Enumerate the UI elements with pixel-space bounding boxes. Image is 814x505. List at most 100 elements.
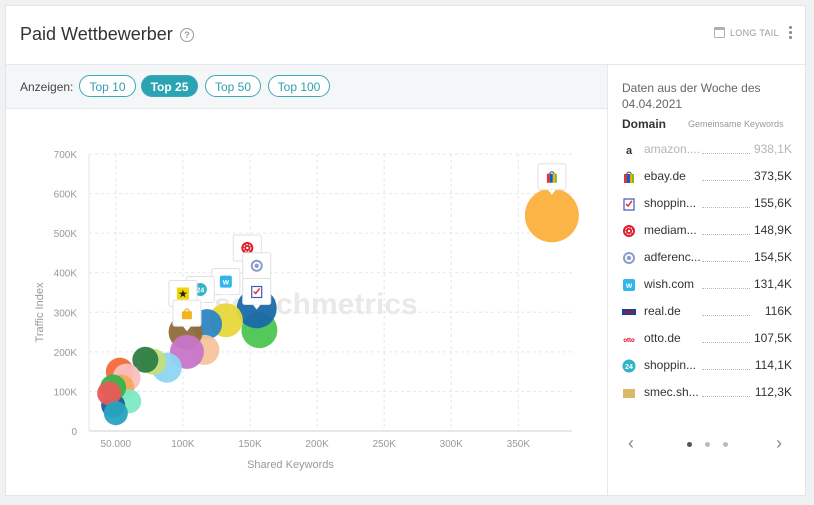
column-header-domain: Domain — [622, 117, 667, 131]
competitor-list: a amazon.... 938,1K ebay.de 373,5K shoppin...… — [622, 137, 792, 407]
shared-keywords-value: 148,9K — [753, 223, 792, 237]
dotted-leader — [702, 369, 750, 370]
dotted-leader — [702, 288, 750, 289]
competitor-row[interactable]: a amazon.... 938,1K — [622, 137, 792, 164]
shared-keywords-value: 155,6K — [753, 196, 792, 210]
adference-icon — [622, 251, 636, 265]
shopping24-icon: 24 — [622, 359, 636, 373]
svg-text:otto: otto — [623, 338, 635, 344]
svg-text:w: w — [222, 278, 230, 287]
data-week-text: Daten aus der Woche des 04.04.2021 — [622, 81, 761, 111]
data-bubble — [132, 346, 159, 373]
filter-top-50[interactable]: Top 50 — [205, 75, 261, 97]
competitor-domain: mediam... — [644, 223, 697, 237]
svg-text:a: a — [626, 145, 633, 157]
filter-top-25[interactable]: Top 25 — [141, 75, 198, 97]
competitor-domain: shoppin... — [644, 196, 697, 210]
svg-text:24: 24 — [196, 288, 204, 295]
competitor-bubble-chart: 0 100K 200K 300K 400K 500K 600K 700K 50.000 100K 1… — [6, 109, 607, 495]
bubble-marker-ebay-bag-icon[interactable] — [537, 163, 567, 195]
competitor-domain: adferenc... — [644, 250, 700, 264]
column-header-keywords: Gemeinsame Keywords — [688, 119, 784, 129]
competitor-row[interactable]: real real.de 116K — [622, 299, 792, 326]
pager-dot-1[interactable] — [687, 442, 692, 447]
competitor-row[interactable]: otto otto.de 107,5K — [622, 326, 792, 353]
competitor-domain: smec.sh... — [644, 385, 699, 399]
y-tick-label: 200K — [54, 348, 78, 359]
shared-keywords-value: 373,5K — [753, 169, 792, 183]
dotted-leader — [702, 207, 750, 208]
competitor-domain: wish.com — [644, 277, 695, 291]
svg-text:real: real — [625, 310, 635, 316]
top-filter-bar: Anzeigen: Top 10 Top 25 Top 50 Top 100 — [6, 65, 607, 109]
show-label: Anzeigen: — [20, 80, 74, 94]
svg-text:w: w — [625, 281, 633, 290]
card-title: Paid Wettbewerber — [20, 24, 173, 44]
shared-keywords-value: 154,5K — [753, 250, 792, 264]
y-axis-label: Traffic Index — [34, 282, 46, 342]
list-pager: ‹ › — [608, 433, 806, 453]
dotted-leader — [702, 261, 750, 262]
svg-text:★: ★ — [178, 287, 188, 300]
competitor-domain: otto.de — [644, 331, 681, 345]
x-axis-label: Shared Keywords — [247, 459, 334, 471]
y-tick-label: 300K — [54, 308, 78, 319]
competitor-row[interactable]: adferenc... 154,5K — [622, 245, 792, 272]
competitor-domain: ebay.de — [644, 169, 686, 183]
competitor-row[interactable]: 24 shoppin... 114,1K — [622, 353, 792, 380]
real-icon: real — [622, 305, 636, 319]
shared-keywords-value: 112,3K — [754, 385, 792, 399]
svg-text:24: 24 — [625, 364, 633, 371]
y-tick-label: 600K — [54, 190, 78, 201]
filter-top-10[interactable]: Top 10 — [79, 75, 136, 97]
dotted-leader — [702, 234, 750, 235]
y-tick-label: 100K — [54, 387, 78, 398]
bubble-marker-shopping-bag-icon[interactable] — [172, 299, 202, 332]
competitor-domain: amazon.... — [644, 142, 700, 156]
competitor-row[interactable]: smec.sh... 112,3K — [622, 380, 792, 407]
y-tick-label: 700K — [54, 150, 78, 161]
bubble-marker-wish-icon[interactable]: w — [211, 268, 241, 300]
data-bubble — [103, 401, 128, 426]
data-bubble — [524, 188, 579, 243]
smec-icon — [622, 386, 636, 400]
competitor-row[interactable]: mediam... 148,9K — [622, 218, 792, 245]
pager-dot-3[interactable] — [723, 442, 728, 447]
dotted-leader — [702, 342, 750, 343]
long-tail-button[interactable]: LONG TAIL — [714, 27, 779, 38]
shared-keywords-value: 107,5K — [753, 331, 792, 345]
x-tick-label: 100K — [171, 439, 195, 450]
competitor-row[interactable]: w wish.com 131,4K — [622, 272, 792, 299]
ebay-bag-icon — [622, 170, 636, 184]
competitor-row[interactable]: shoppin... 155,6K — [622, 191, 792, 218]
amazon-icon: a — [622, 143, 636, 157]
competitor-card: Paid Wettbewerber ? LONG TAIL Anzeigen: … — [5, 5, 806, 496]
long-tail-label: LONG TAIL — [730, 27, 779, 38]
calendar-icon — [714, 27, 725, 38]
help-circle-icon[interactable]: ? — [180, 28, 194, 42]
pager-dot-2[interactable] — [705, 442, 710, 447]
chevron-left-icon[interactable]: ‹ — [628, 433, 634, 453]
competitor-row[interactable]: ebay.de 373,5K — [622, 164, 792, 191]
competitor-list-panel: Daten aus der Woche des 04.04.2021 Domai… — [607, 65, 806, 495]
mediamarkt-icon — [622, 224, 636, 238]
filter-top-100[interactable]: Top 100 — [268, 75, 330, 97]
y-tick-label: 0 — [71, 427, 77, 438]
wish-icon: w — [622, 278, 636, 292]
dotted-leader — [702, 180, 750, 181]
dotted-leader — [702, 396, 750, 397]
competitor-domain: shoppin... — [644, 358, 697, 372]
x-tick-label: 350K — [507, 439, 531, 450]
card-header: Paid Wettbewerber ? LONG TAIL — [6, 6, 805, 65]
x-tick-label: 150K — [238, 439, 262, 450]
chevron-right-icon[interactable]: › — [776, 433, 782, 453]
shared-keywords-value: 116K — [764, 304, 792, 318]
competitor-domain: real.de — [644, 304, 681, 318]
shopping-checklist-icon — [622, 197, 636, 211]
x-tick-label: 200K — [305, 439, 329, 450]
x-tick-label: 300K — [440, 439, 464, 450]
shared-keywords-value: 938,1K — [753, 142, 792, 156]
bubble-marker-shopping-checklist-icon[interactable] — [242, 278, 272, 310]
more-vertical-icon[interactable] — [788, 26, 792, 39]
bubble-chart-svg: 0 100K 200K 300K 400K 500K 600K 700K 50.000 100K 1… — [34, 150, 579, 471]
